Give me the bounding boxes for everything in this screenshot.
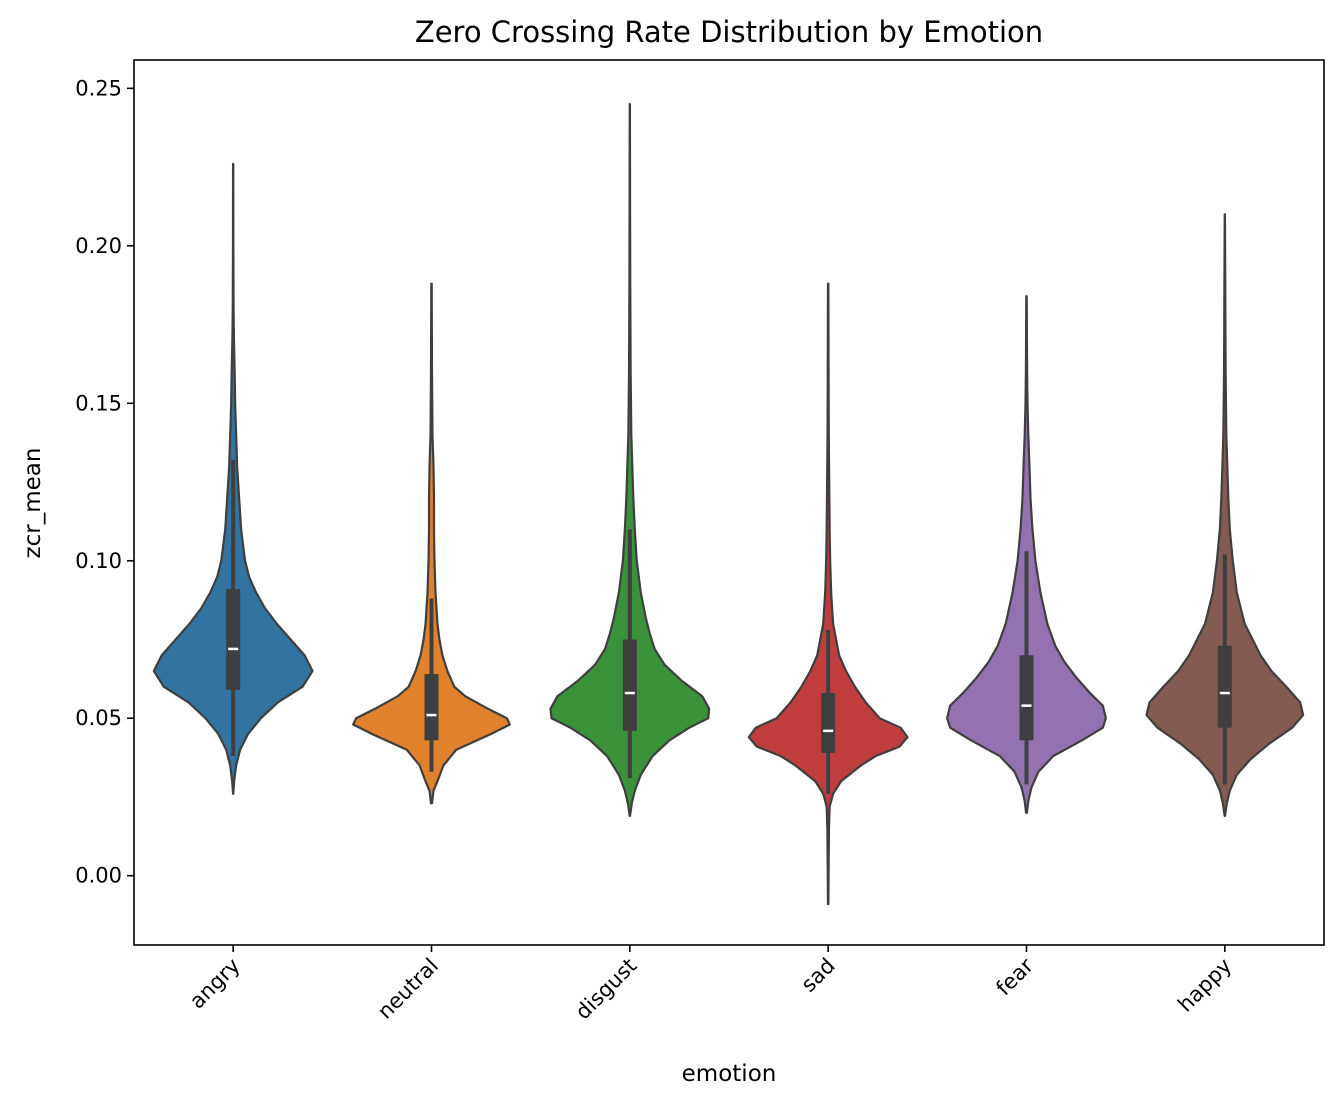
y-tick-label: 0.25 (75, 76, 122, 100)
iqr-box-angry (226, 589, 241, 690)
violin-sad (747, 282, 909, 906)
chart-title: Zero Crossing Rate Distribution by Emoti… (415, 15, 1043, 49)
iqr-box-disgust (622, 639, 637, 731)
x-tick-label-happy: happy (1173, 954, 1236, 1017)
iqr-box-sad (821, 693, 836, 753)
x-axis: angry neutral disgust sad fear happy (185, 945, 1236, 1024)
y-tick-label: 0.00 (75, 864, 122, 888)
x-tick-label-disgust: disgust (571, 954, 642, 1025)
x-tick-label-sad: sad (796, 954, 839, 997)
x-tick-label-neutral: neutral (373, 954, 443, 1024)
iqr-box-neutral (424, 674, 439, 741)
iqr-box-happy (1217, 645, 1232, 728)
y-tick-label: 0.20 (75, 234, 122, 258)
violins-layer (152, 102, 1305, 906)
y-tick-label: 0.05 (75, 706, 122, 730)
violin-happy (1145, 213, 1305, 817)
x-tick-label-angry: angry (185, 954, 245, 1014)
y-tick-label: 0.15 (75, 391, 122, 415)
y-tick-label: 0.10 (75, 549, 122, 573)
plot-area-frame (133, 59, 1325, 946)
violin-disgust (549, 102, 711, 817)
violin-neutral (352, 282, 511, 805)
y-axis-label: zcr_mean (20, 448, 46, 559)
x-axis-label: emotion (682, 1061, 777, 1087)
x-tick-label-fear: fear (991, 953, 1038, 1000)
iqr-box-fear (1019, 655, 1034, 741)
y-axis: 0.00 0.05 0.10 0.15 0.20 0.25 (75, 76, 134, 888)
